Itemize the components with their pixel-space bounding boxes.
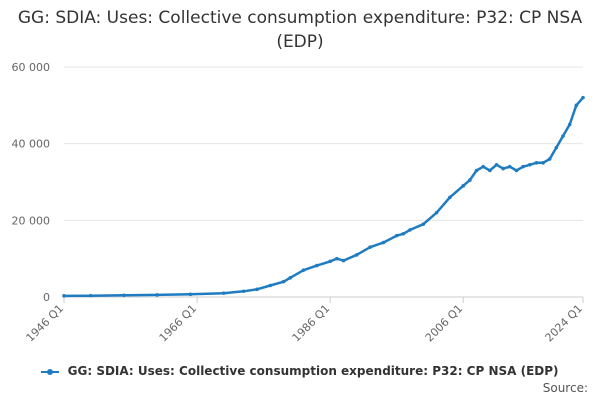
x-axis: 1946 Q1 1966 Q1 1986 Q1 2006 Q1 2024 Q1 [24,296,586,345]
x-tick-label: 1986 Q1 [290,302,333,345]
x-tick-label: 2006 Q1 [423,302,466,345]
data-point[interactable] [514,168,519,173]
data-point[interactable] [481,164,485,169]
data-point[interactable] [315,263,319,268]
source-label: Source: [542,381,588,395]
data-point[interactable] [508,164,512,169]
data-point[interactable] [468,178,472,182]
data-point[interactable] [241,289,246,294]
data-point[interactable] [534,161,539,165]
data-point[interactable] [394,233,399,238]
data-point[interactable] [561,134,565,138]
data-point[interactable] [354,253,359,257]
data-point[interactable] [335,256,339,261]
y-tick-label: 40 000 [12,138,51,151]
data-point[interactable] [494,162,499,167]
series-group [62,95,585,298]
x-tick-label: 1946 Q1 [24,302,67,345]
data-point[interactable] [62,294,66,298]
data-point[interactable] [574,103,579,108]
data-point[interactable] [527,162,532,167]
legend-label: GG: SDIA: Uses: Collective consumption e… [67,364,559,378]
data-point[interactable] [122,293,126,298]
data-point[interactable] [341,258,346,263]
data-point[interactable] [281,279,286,284]
data-point[interactable] [88,293,93,298]
data-point[interactable] [541,161,545,165]
data-point[interactable] [474,168,479,173]
x-tick-label: 2024 Q1 [543,302,586,345]
data-point[interactable] [421,222,426,226]
data-point[interactable] [368,245,372,249]
data-point[interactable] [567,122,572,127]
y-tick-label: 20 000 [12,214,51,227]
y-axis: 0 20 000 40 000 60 000 [12,61,51,304]
data-point[interactable] [255,287,259,292]
data-point[interactable] [581,95,585,100]
y-tick-label: 60 000 [12,61,51,74]
data-point[interactable] [488,168,492,173]
legend-line-icon [41,367,60,377]
data-point[interactable] [221,291,226,295]
data-point[interactable] [328,259,332,264]
data-point[interactable] [521,164,525,169]
data-point[interactable] [554,145,559,150]
data-point[interactable] [501,166,505,171]
data-point[interactable] [381,240,386,245]
data-point[interactable] [547,157,552,161]
data-point[interactable] [461,184,466,188]
data-point[interactable] [448,195,452,200]
y-tick-label: 0 [43,291,50,304]
chart-title: GG: SDIA: Uses: Collective consumption e… [17,8,583,52]
data-point[interactable] [268,283,273,288]
series-line[interactable] [62,96,585,298]
x-tick-label: 1966 Q1 [157,302,200,345]
legend[interactable]: GG: SDIA: Uses: Collective consumption e… [0,364,600,378]
data-point[interactable] [301,268,306,272]
data-point[interactable] [401,231,406,236]
data-point[interactable] [155,293,159,297]
data-point[interactable] [408,228,412,232]
data-point[interactable] [434,210,439,215]
data-point[interactable] [288,276,293,280]
data-point[interactable] [188,292,193,297]
